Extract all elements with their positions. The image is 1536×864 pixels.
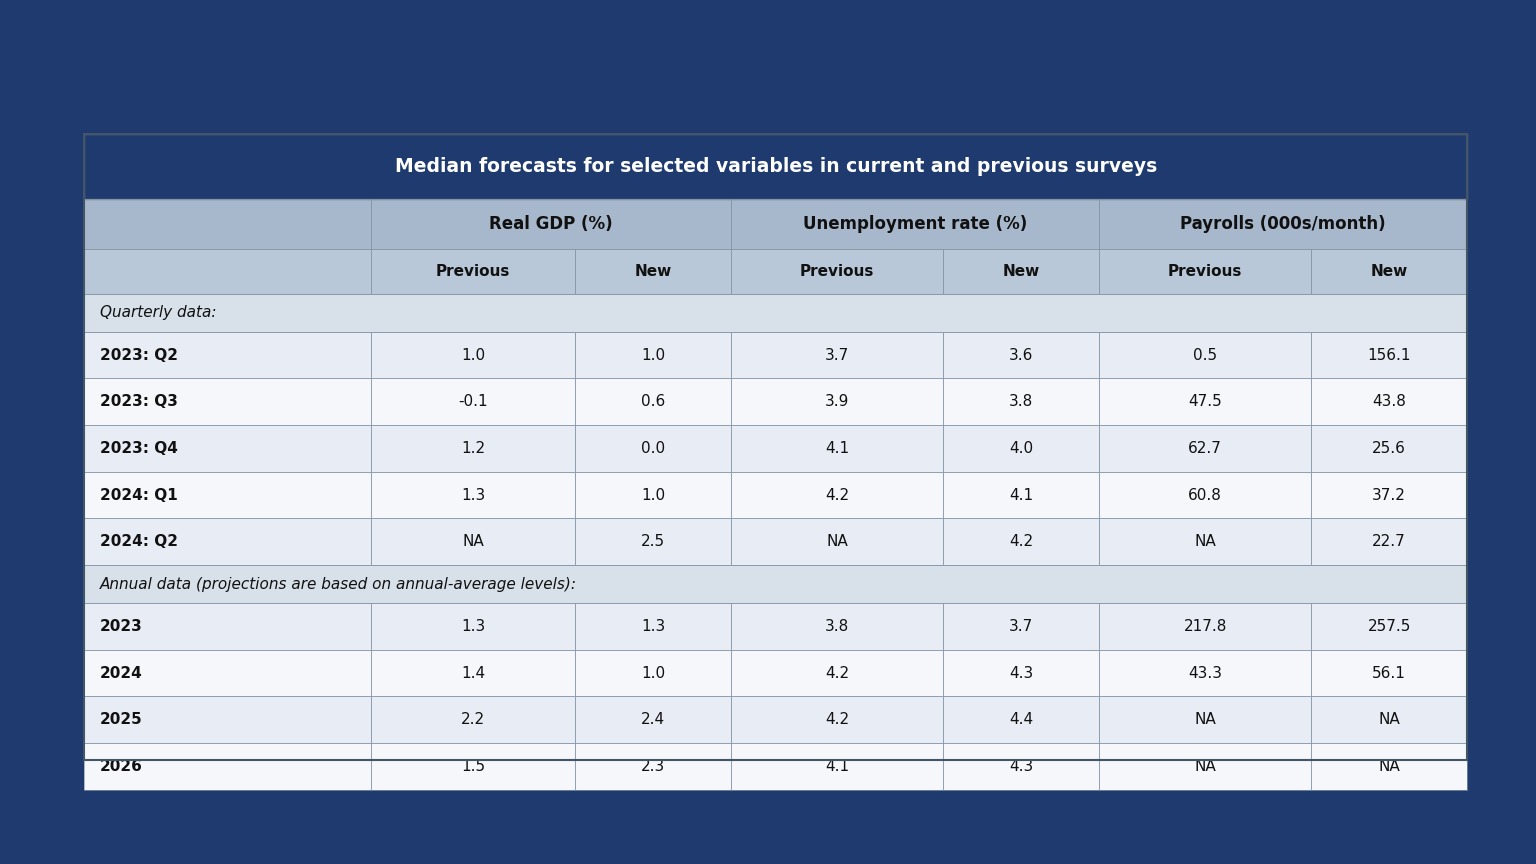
Text: 0.6: 0.6 (641, 394, 665, 410)
Text: New: New (1370, 264, 1409, 279)
Text: 4.3: 4.3 (1009, 759, 1034, 774)
Text: Real GDP (%): Real GDP (%) (488, 215, 613, 232)
Text: 1.0: 1.0 (461, 347, 485, 363)
Text: 1.3: 1.3 (461, 619, 485, 634)
Text: 2023: Q4: 2023: Q4 (100, 441, 178, 456)
Text: 22.7: 22.7 (1372, 534, 1405, 550)
Text: Quarterly data:: Quarterly data: (100, 305, 217, 321)
Text: 3.7: 3.7 (825, 347, 849, 363)
Text: 2024: Q2: 2024: Q2 (100, 534, 178, 550)
Text: 2026: 2026 (100, 759, 143, 774)
Text: 4.1: 4.1 (825, 441, 849, 456)
Text: NA: NA (462, 534, 484, 550)
Text: 2023: 2023 (100, 619, 143, 634)
Text: 2025: 2025 (100, 712, 143, 727)
Text: 257.5: 257.5 (1367, 619, 1412, 634)
Text: -0.1: -0.1 (458, 394, 488, 410)
Text: NA: NA (1378, 759, 1399, 774)
Text: 4.1: 4.1 (825, 759, 849, 774)
Text: 47.5: 47.5 (1189, 394, 1223, 410)
Text: 4.2: 4.2 (825, 712, 849, 727)
Text: NA: NA (1195, 759, 1217, 774)
Text: 4.3: 4.3 (1009, 665, 1034, 681)
Text: 1.0: 1.0 (641, 665, 665, 681)
Text: 3.6: 3.6 (1009, 347, 1034, 363)
Text: 4.4: 4.4 (1009, 712, 1034, 727)
Text: 4.2: 4.2 (825, 487, 849, 503)
Text: 1.2: 1.2 (461, 441, 485, 456)
Text: 2.4: 2.4 (641, 712, 665, 727)
Text: NA: NA (1195, 534, 1217, 550)
Text: 1.3: 1.3 (461, 487, 485, 503)
Text: 37.2: 37.2 (1372, 487, 1405, 503)
Text: 2.3: 2.3 (641, 759, 665, 774)
Text: 60.8: 60.8 (1189, 487, 1223, 503)
Text: 2023: Q3: 2023: Q3 (100, 394, 178, 410)
Text: 2023: Q2: 2023: Q2 (100, 347, 178, 363)
Text: 2024: 2024 (100, 665, 143, 681)
Text: New: New (634, 264, 671, 279)
Text: 156.1: 156.1 (1367, 347, 1412, 363)
Text: Annual data (projections are based on annual-average levels):: Annual data (projections are based on an… (100, 576, 578, 592)
Text: 217.8: 217.8 (1183, 619, 1227, 634)
Text: NA: NA (826, 534, 848, 550)
Text: 3.8: 3.8 (1009, 394, 1034, 410)
Text: 62.7: 62.7 (1189, 441, 1223, 456)
Text: 3.7: 3.7 (1009, 619, 1034, 634)
Text: 1.5: 1.5 (461, 759, 485, 774)
Text: 0.5: 0.5 (1193, 347, 1217, 363)
Text: 1.0: 1.0 (641, 347, 665, 363)
Text: 3.9: 3.9 (825, 394, 849, 410)
Text: Payrolls (000s/month): Payrolls (000s/month) (1180, 215, 1385, 232)
Text: 4.2: 4.2 (825, 665, 849, 681)
Text: 0.0: 0.0 (641, 441, 665, 456)
Text: 2.2: 2.2 (461, 712, 485, 727)
Text: 1.3: 1.3 (641, 619, 665, 634)
Text: 4.2: 4.2 (1009, 534, 1034, 550)
Text: 56.1: 56.1 (1372, 665, 1405, 681)
Text: Previous: Previous (1167, 264, 1243, 279)
Text: 43.8: 43.8 (1372, 394, 1405, 410)
Text: 1.0: 1.0 (641, 487, 665, 503)
Text: Median forecasts for selected variables in current and previous surveys: Median forecasts for selected variables … (395, 157, 1157, 175)
Text: NA: NA (1195, 712, 1217, 727)
Text: 25.6: 25.6 (1372, 441, 1405, 456)
Text: 2.5: 2.5 (641, 534, 665, 550)
Text: 1.4: 1.4 (461, 665, 485, 681)
Text: NA: NA (1378, 712, 1399, 727)
Text: 43.3: 43.3 (1189, 665, 1223, 681)
Text: 4.1: 4.1 (1009, 487, 1034, 503)
Text: 4.0: 4.0 (1009, 441, 1034, 456)
Text: Previous: Previous (800, 264, 874, 279)
Text: Unemployment rate (%): Unemployment rate (%) (803, 215, 1028, 232)
Text: 2024: Q1: 2024: Q1 (100, 487, 178, 503)
Text: New: New (1003, 264, 1040, 279)
Text: Previous: Previous (436, 264, 510, 279)
Text: 3.8: 3.8 (825, 619, 849, 634)
